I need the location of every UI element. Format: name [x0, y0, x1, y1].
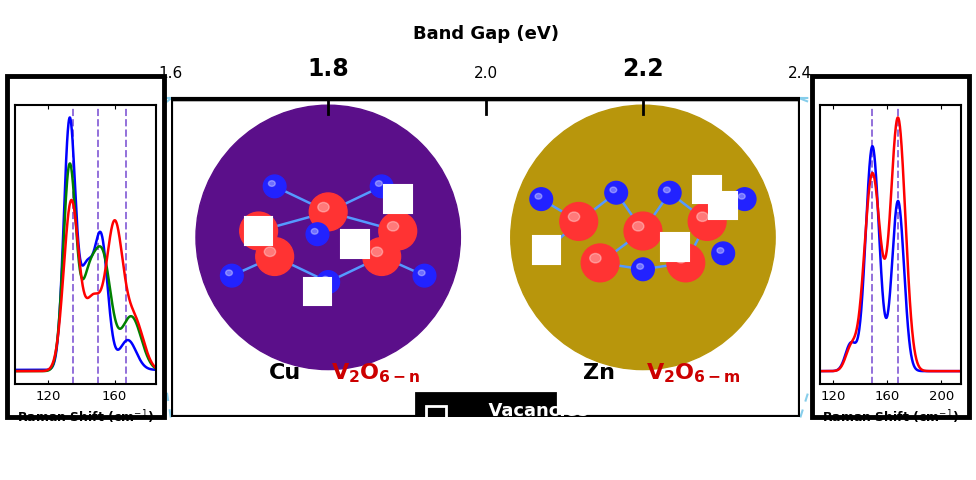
- Ellipse shape: [309, 193, 347, 231]
- Ellipse shape: [697, 213, 709, 222]
- Ellipse shape: [413, 265, 436, 288]
- Bar: [384, 186, 412, 214]
- Ellipse shape: [196, 106, 461, 370]
- Ellipse shape: [605, 182, 628, 204]
- Bar: [426, 406, 446, 426]
- Ellipse shape: [712, 242, 735, 265]
- Ellipse shape: [221, 265, 243, 288]
- Ellipse shape: [675, 254, 687, 264]
- Ellipse shape: [268, 181, 275, 187]
- Text: $\mathbf{V_2O_{6-m}}$: $\mathbf{V_2O_{6-m}}$: [646, 361, 741, 384]
- Ellipse shape: [510, 106, 775, 370]
- Ellipse shape: [610, 188, 617, 193]
- Ellipse shape: [306, 223, 329, 246]
- Bar: [417, 393, 554, 427]
- Ellipse shape: [664, 188, 671, 193]
- Ellipse shape: [739, 194, 745, 200]
- Ellipse shape: [419, 270, 426, 276]
- Ellipse shape: [535, 240, 558, 262]
- Text: Zn: Zn: [583, 363, 615, 383]
- Ellipse shape: [387, 222, 398, 231]
- Ellipse shape: [248, 222, 260, 231]
- Ellipse shape: [541, 245, 548, 251]
- Ellipse shape: [379, 213, 417, 251]
- Text: 1.6: 1.6: [159, 66, 183, 81]
- Text: 2.2: 2.2: [622, 57, 664, 81]
- Ellipse shape: [717, 248, 724, 254]
- Text: Vacancies: Vacancies: [476, 401, 589, 419]
- Bar: [661, 234, 689, 261]
- Ellipse shape: [560, 203, 597, 241]
- Ellipse shape: [632, 222, 644, 231]
- Ellipse shape: [624, 213, 662, 251]
- Ellipse shape: [363, 238, 400, 276]
- Ellipse shape: [225, 270, 232, 276]
- Bar: [533, 237, 560, 264]
- Ellipse shape: [256, 238, 294, 276]
- Bar: [171, 99, 800, 418]
- Ellipse shape: [636, 264, 643, 270]
- Text: Band Gap (eV): Band Gap (eV): [413, 25, 558, 43]
- Ellipse shape: [590, 254, 601, 264]
- Ellipse shape: [317, 271, 340, 294]
- Ellipse shape: [535, 194, 542, 200]
- Ellipse shape: [568, 213, 580, 222]
- Bar: [304, 278, 331, 306]
- X-axis label: Raman Shift (cm$^{-1}$): Raman Shift (cm$^{-1}$): [17, 408, 154, 425]
- Ellipse shape: [376, 181, 383, 187]
- Text: Cu: Cu: [268, 363, 301, 383]
- Ellipse shape: [240, 213, 277, 251]
- Ellipse shape: [264, 248, 275, 257]
- Ellipse shape: [318, 203, 329, 213]
- Ellipse shape: [322, 277, 329, 282]
- Ellipse shape: [582, 244, 619, 282]
- Ellipse shape: [733, 188, 756, 211]
- Text: 2.4: 2.4: [789, 66, 812, 81]
- Text: 2.0: 2.0: [473, 66, 498, 81]
- Ellipse shape: [311, 229, 318, 235]
- Bar: [341, 230, 369, 258]
- Ellipse shape: [688, 203, 726, 241]
- Ellipse shape: [370, 176, 393, 198]
- Bar: [693, 176, 721, 204]
- Bar: [245, 218, 272, 245]
- Ellipse shape: [530, 188, 552, 211]
- Bar: [710, 192, 737, 220]
- Ellipse shape: [667, 244, 705, 282]
- X-axis label: Raman Shift (cm$^{-1}$): Raman Shift (cm$^{-1}$): [822, 408, 959, 425]
- Text: $\mathbf{V_2O_{6-n}}$: $\mathbf{V_2O_{6-n}}$: [331, 361, 421, 384]
- Ellipse shape: [631, 258, 654, 281]
- Ellipse shape: [264, 176, 286, 198]
- Ellipse shape: [371, 248, 383, 257]
- Ellipse shape: [659, 182, 681, 204]
- Text: 1.8: 1.8: [307, 57, 349, 81]
